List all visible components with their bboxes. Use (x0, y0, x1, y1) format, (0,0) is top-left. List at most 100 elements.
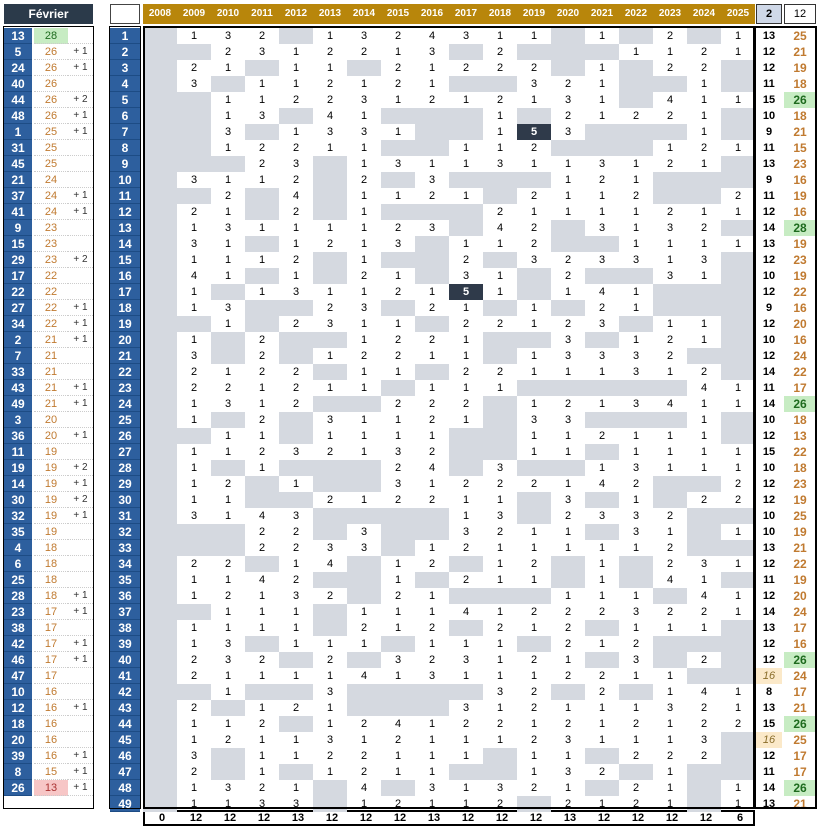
grid-cell[interactable]: 1 (394, 46, 402, 58)
grid-cell[interactable]: 2 (598, 302, 606, 314)
grid-cell[interactable] (449, 764, 483, 780)
grid-cell[interactable] (449, 556, 483, 572)
grid-cell[interactable]: 1 (292, 270, 300, 282)
grid-cell[interactable]: 1 (564, 782, 572, 794)
grid-cell[interactable]: 1 (666, 622, 674, 634)
grid-cell[interactable]: 1 (394, 318, 402, 330)
grid-cell[interactable]: 2 (564, 318, 572, 330)
grid-cell[interactable]: 1 (734, 782, 742, 794)
grid-cell[interactable] (721, 572, 755, 588)
grid-cell[interactable] (143, 156, 177, 172)
grid-cell[interactable]: 1 (734, 606, 742, 618)
row-number[interactable]: 8 (110, 140, 140, 156)
grid-cell[interactable]: 1 (462, 750, 470, 762)
grid-cell[interactable] (279, 460, 313, 476)
grid-cell[interactable]: 1 (394, 270, 402, 282)
grid-cell[interactable]: 2 (530, 734, 538, 746)
grid-cell[interactable]: 1 (632, 542, 640, 554)
grid-cell[interactable] (313, 204, 347, 220)
grid-cell[interactable]: 1 (360, 78, 368, 90)
grid-cell[interactable]: 1 (700, 462, 708, 474)
grid-cell[interactable]: 2 (632, 190, 640, 202)
grid-cell[interactable]: 2 (530, 606, 538, 618)
grid-cell[interactable]: 1 (190, 622, 198, 634)
grid-cell[interactable]: 1 (700, 622, 708, 634)
row-number[interactable]: 36 (110, 588, 140, 604)
grid-cell[interactable]: 2 (258, 718, 266, 730)
grid-cell[interactable] (381, 204, 415, 220)
summary-cell-a[interactable]: 2 (756, 4, 782, 24)
grid-cell[interactable]: 1 (734, 142, 742, 154)
grid-cell[interactable]: 1 (530, 718, 538, 730)
grid-cell[interactable] (313, 364, 347, 380)
grid-cell[interactable]: 1 (292, 238, 300, 250)
grid-cell[interactable]: 2 (564, 638, 572, 650)
grid-cell[interactable]: 3 (360, 542, 368, 554)
grid-cell[interactable]: 1 (734, 398, 742, 410)
grid-cell[interactable]: 1 (224, 798, 232, 810)
grid-cell[interactable] (313, 572, 347, 588)
grid-cell[interactable]: 2 (496, 478, 504, 490)
grid-cell[interactable] (483, 300, 517, 316)
grid-cell[interactable] (721, 252, 755, 268)
grid-cell[interactable] (177, 124, 211, 140)
grid-cell[interactable]: 4 (598, 478, 606, 490)
grid-cell[interactable]: 1 (734, 590, 742, 602)
grid-cell[interactable]: 4 (462, 606, 470, 618)
grid-cell[interactable] (415, 236, 449, 252)
grid-cell[interactable]: 2 (360, 350, 368, 362)
grid-cell[interactable]: 2 (598, 766, 606, 778)
grid-cell[interactable]: 1 (224, 94, 232, 106)
grid-cell[interactable] (687, 284, 721, 300)
grid-cell[interactable] (585, 412, 619, 428)
grid-cell[interactable]: 1 (734, 382, 742, 394)
grid-cell[interactable]: 1 (428, 590, 436, 602)
grid-cell[interactable]: 2 (598, 174, 606, 186)
grid-cell[interactable]: 3 (462, 526, 470, 538)
grid-cell[interactable]: 1 (632, 446, 640, 458)
grid-cell[interactable]: 2 (700, 142, 708, 154)
grid-cell[interactable]: 1 (598, 590, 606, 602)
grid-cell[interactable] (143, 700, 177, 716)
grid-cell[interactable]: 1 (428, 798, 436, 810)
grid-cell[interactable]: 1 (258, 670, 266, 682)
grid-cell[interactable]: 2 (360, 174, 368, 186)
grid-cell[interactable] (517, 460, 551, 476)
grid-cell[interactable]: 3 (632, 398, 640, 410)
grid-cell[interactable]: 3 (360, 126, 368, 138)
grid-cell[interactable] (177, 684, 211, 700)
grid-cell[interactable] (381, 172, 415, 188)
grid-cell[interactable]: 2 (224, 190, 232, 202)
grid-cell[interactable]: 2 (258, 334, 266, 346)
row-number[interactable]: 26 (110, 428, 140, 444)
row-number[interactable]: 3 (110, 60, 140, 76)
grid-cell[interactable]: 2 (632, 638, 640, 650)
grid-cell[interactable]: 3 (564, 94, 572, 106)
grid-cell[interactable] (347, 700, 381, 716)
grid-cell[interactable]: 2 (632, 478, 640, 490)
row-number[interactable]: 31 (110, 508, 140, 524)
row-number[interactable]: 21 (110, 348, 140, 364)
grid-cell[interactable]: 3 (258, 110, 266, 122)
grid-cell[interactable]: 2 (292, 174, 300, 186)
grid-cell[interactable]: 2 (326, 654, 334, 666)
grid-cell[interactable]: 1 (292, 558, 300, 570)
row-number[interactable]: 41 (110, 668, 140, 684)
grid-cell[interactable]: 1 (598, 190, 606, 202)
ranked-number[interactable]: 28 (4, 588, 32, 604)
grid-cell[interactable]: 1 (292, 222, 300, 234)
grid-cell[interactable]: 4 (326, 558, 334, 570)
grid-cell[interactable] (381, 684, 415, 700)
grid-cell[interactable] (143, 668, 177, 684)
grid-cell[interactable] (313, 188, 347, 204)
grid-cell[interactable]: 1 (292, 670, 300, 682)
grid-cell[interactable]: 1 (292, 46, 300, 58)
grid-cell[interactable] (449, 124, 483, 140)
grid-cell[interactable]: 1 (632, 286, 640, 298)
grid-cell[interactable]: 2 (326, 750, 334, 762)
grid-cell[interactable]: 1 (190, 286, 198, 298)
grid-cell[interactable] (517, 508, 551, 524)
grid-cell[interactable]: 2 (258, 30, 266, 42)
grid-cell[interactable]: 1 (530, 430, 538, 442)
grid-cell[interactable]: 2 (224, 46, 232, 58)
